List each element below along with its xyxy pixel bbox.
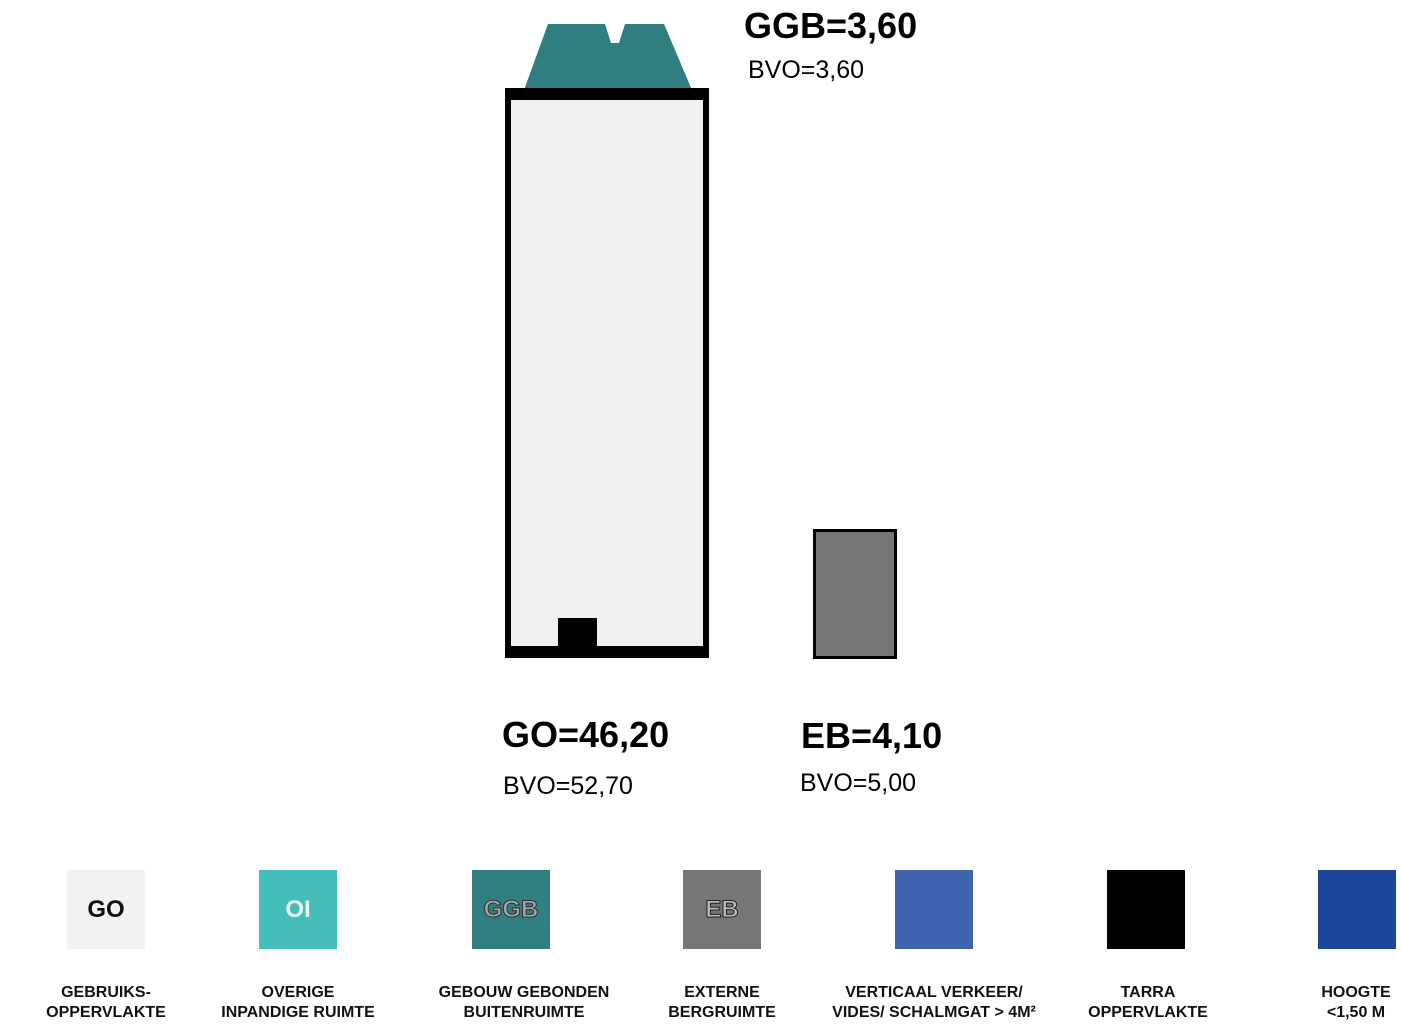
legend-label-line: OPPERVLAKTE bbox=[46, 1004, 166, 1021]
legend-item-hoogte: HOOGTE <1,50 M bbox=[1251, 870, 1402, 1026]
legend-label-line: BUITENRUIMTE bbox=[463, 1004, 585, 1021]
legend-label-line: VERTICAAL VERKEER/ bbox=[845, 984, 1023, 1001]
legend-label-oi: OVERIGE INPANDIGE RUIMTE bbox=[192, 983, 404, 1023]
legend-label-line: <1,50 M bbox=[1326, 1004, 1386, 1021]
eb-area-label: EB=4,10 bbox=[801, 715, 943, 756]
ggb-bvo-label: BVO=3,60 bbox=[748, 56, 865, 84]
go-area-label: GO=46,20 bbox=[502, 714, 670, 755]
legend-label-line: HOOGTE bbox=[1321, 984, 1391, 1001]
legend-label-line: BERGRUIMTE bbox=[668, 1004, 776, 1021]
eb-area-rectangle bbox=[813, 529, 897, 659]
ggb-area-label: GGB=3,60 bbox=[744, 5, 918, 46]
legend-label-hoogte: HOOGTE <1,50 M bbox=[1250, 983, 1402, 1023]
legend-swatch-go: GO bbox=[67, 870, 145, 949]
legend-item-oi: OI OVERIGE INPANDIGE RUIMTE bbox=[192, 870, 404, 1026]
legend-swatch-eb: EB bbox=[683, 870, 761, 949]
legend-label-line: INPANDIGE RUIMTE bbox=[221, 1004, 375, 1021]
legend-label-line: OPPERVLAKTE bbox=[1088, 1004, 1208, 1021]
legend-swatch-oi: OI bbox=[259, 870, 337, 949]
legend-item-eb: EB EXTERNE BERGRUIMTE bbox=[616, 870, 828, 1026]
legend-item-go: GO GEBRUIKS- OPPERVLAKTE bbox=[0, 870, 212, 1026]
ggb-area-shape bbox=[524, 24, 692, 90]
legend-label-line: TARRA bbox=[1120, 984, 1176, 1001]
eb-bvo-label: BVO=5,00 bbox=[800, 769, 917, 797]
legend-label-line: OVERIGE bbox=[261, 984, 335, 1001]
legend-swatch-hoogte bbox=[1318, 870, 1396, 949]
legend-label-line: GEBOUW GEBONDEN bbox=[438, 984, 610, 1001]
legend-item-ggb: GGB GEBOUW GEBONDEN BUITENRUIMTE bbox=[405, 870, 617, 1026]
go-bvo-label: BVO=52,70 bbox=[503, 772, 633, 800]
legend-label-verticaal-verkeer: VERTICAAL VERKEER/ VIDES/ SCHALMGAT > 4M… bbox=[828, 983, 1040, 1023]
legend-label-line: GEBRUIKS- bbox=[61, 984, 151, 1001]
legend-label-tarra: TARRA OPPERVLAKTE bbox=[1042, 983, 1254, 1023]
legend-swatch-ggb: GGB bbox=[472, 870, 550, 949]
legend-swatch-tarra bbox=[1107, 870, 1185, 949]
tarra-notch bbox=[558, 618, 597, 648]
legend-swatch-verticaal-verkeer bbox=[895, 870, 973, 949]
legend-label-line: VIDES/ SCHALMGAT > 4M² bbox=[832, 1004, 1036, 1021]
legend-item-tarra: TARRA OPPERVLAKTE bbox=[1040, 870, 1252, 1026]
legend-label-ggb: GEBOUW GEBONDEN BUITENRUIMTE bbox=[418, 983, 630, 1023]
legend-label-line: EXTERNE bbox=[684, 984, 760, 1001]
legend-item-verticaal-verkeer: VERTICAAL VERKEER/ VIDES/ SCHALMGAT > 4M… bbox=[828, 870, 1040, 1026]
legend-label-go: GEBRUIKS- OPPERVLAKTE bbox=[0, 983, 212, 1023]
legend-label-eb: EXTERNE BERGRUIMTE bbox=[616, 983, 828, 1023]
go-area-rectangle bbox=[505, 88, 709, 658]
